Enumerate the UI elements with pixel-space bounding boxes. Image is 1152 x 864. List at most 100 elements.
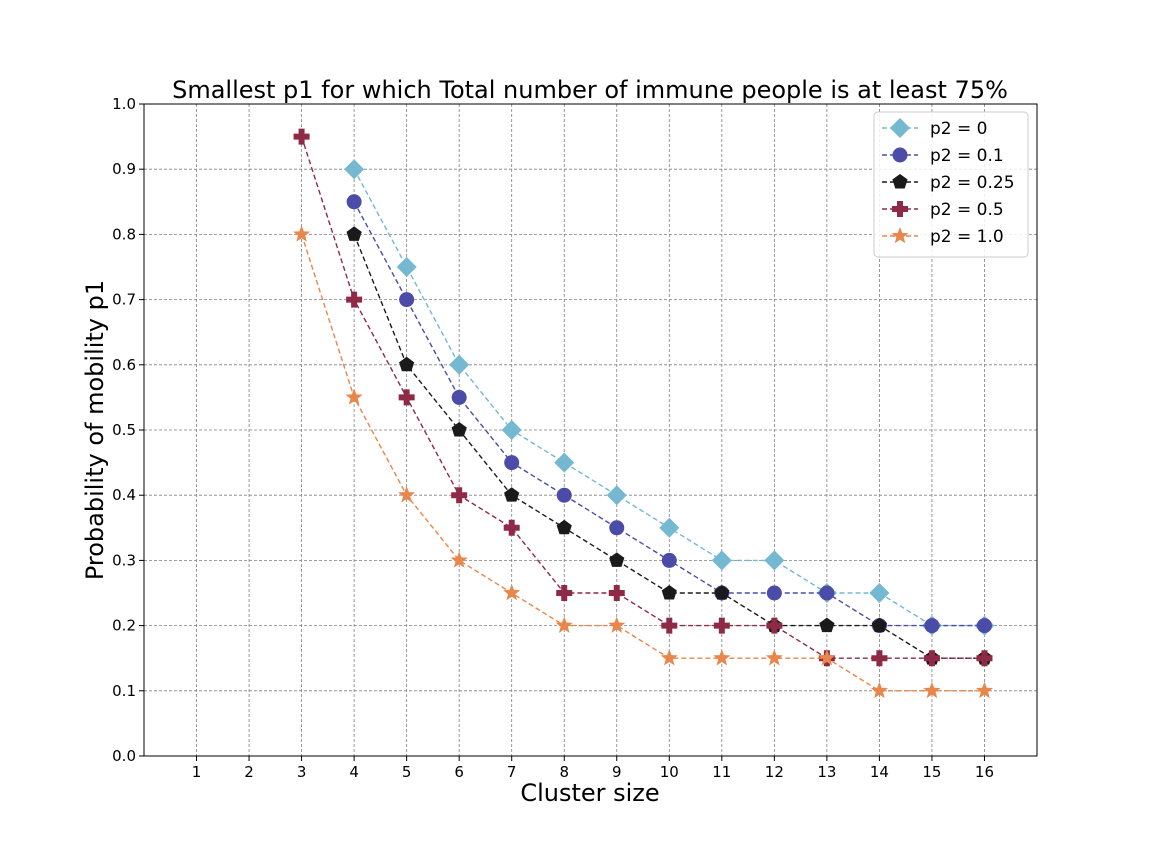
x-tick-label: 5 (402, 763, 412, 781)
chart-title: Smallest p1 for which Total number of im… (172, 76, 1008, 104)
data-point (451, 389, 467, 405)
legend-marker (892, 174, 908, 189)
data-point (764, 550, 785, 571)
y-axis-title: Probability of mobility p1 (81, 280, 109, 580)
y-tick-label: 0.6 (112, 356, 136, 374)
data-point (399, 356, 415, 372)
data-point (396, 257, 417, 277)
data-point (344, 159, 365, 180)
data-point (556, 487, 572, 503)
x-tick-label: 12 (765, 763, 784, 781)
data-point (609, 552, 625, 567)
series-line (300, 234, 985, 692)
y-tick-label: 0.4 (112, 486, 136, 504)
data-point (818, 649, 836, 666)
x-tick-label: 7 (507, 763, 517, 781)
legend-label: p2 = 0.5 (930, 200, 1004, 220)
data-point (713, 649, 731, 666)
data-point (504, 455, 520, 471)
data-point (398, 486, 416, 503)
data-point (659, 517, 680, 538)
data-point (923, 650, 940, 667)
legend-marker (890, 118, 910, 138)
x-tick-label: 2 (244, 763, 254, 781)
data-point (713, 617, 730, 634)
data-point (714, 585, 730, 600)
data-point (554, 452, 575, 473)
legend-item: p2 = 0.25 (882, 173, 1015, 193)
y-tick-label: 0.2 (112, 617, 136, 635)
x-tick-label: 15 (922, 763, 941, 781)
x-tick-label: 9 (612, 763, 622, 781)
x-tick-label: 3 (297, 763, 307, 781)
data-point (556, 519, 572, 535)
legend-label: p2 = 0.1 (930, 146, 1004, 166)
legend-marker (892, 201, 908, 217)
legend-label: p2 = 0.25 (930, 173, 1015, 193)
data-point (766, 585, 782, 601)
data-point (976, 650, 993, 667)
data-point (819, 585, 835, 601)
legend-label: p2 = 1.0 (930, 227, 1004, 247)
data-point (606, 485, 627, 506)
legend-item: p2 = 0 (882, 118, 987, 139)
x-tick-label: 1 (192, 763, 202, 781)
data-point (661, 585, 677, 600)
series-line (300, 136, 985, 659)
data-point (399, 292, 415, 308)
data-point (501, 420, 522, 440)
legend-marker (891, 227, 909, 244)
legend-label: p2 = 0 (930, 119, 987, 139)
data-point (871, 650, 888, 667)
data-point (923, 681, 941, 699)
series-group (293, 128, 995, 699)
data-point (451, 422, 467, 437)
data-point (346, 226, 362, 241)
y-tick-label: 0.0 (112, 747, 136, 765)
data-point (661, 552, 677, 568)
data-point (975, 681, 994, 699)
x-tick-label: 4 (349, 763, 359, 781)
data-point (503, 519, 520, 536)
data-point (293, 225, 311, 242)
data-point (765, 649, 783, 666)
y-tick-label: 0.7 (112, 291, 136, 309)
x-tick-label: 16 (975, 763, 994, 781)
legend-item: p2 = 0.5 (882, 200, 1004, 220)
data-point (346, 194, 362, 210)
data-point (608, 616, 626, 633)
y-tick-label: 0.8 (112, 225, 136, 243)
y-axis: 0.0 0.1 0.2 0.3 0.4 0.5 0.6 0.7 0.8 0.9 1.0 (112, 95, 144, 765)
x-axis-title: Cluster size (520, 779, 659, 807)
x-tick-label: 13 (817, 763, 836, 781)
data-point (346, 291, 363, 308)
data-point (924, 618, 940, 634)
x-tick-label: 8 (559, 763, 569, 781)
y-tick-label: 1.0 (112, 95, 136, 113)
data-point (555, 616, 573, 633)
data-point (608, 585, 625, 601)
data-point (609, 520, 625, 536)
legend: p2 = 0 p2 = 0.1 p2 = 0.25 p2 = 0.5 p2 = 1.0 (873, 111, 1029, 258)
data-point (819, 617, 835, 633)
y-tick-label: 0.9 (112, 160, 136, 178)
data-point (345, 388, 363, 405)
data-point (449, 354, 470, 375)
data-point (711, 550, 732, 571)
data-point (870, 681, 888, 699)
data-point (398, 389, 415, 406)
y-tick-label: 0.3 (112, 551, 136, 569)
legend-marker (892, 147, 908, 163)
data-point (503, 584, 521, 601)
series-5 (293, 225, 994, 699)
data-point (451, 487, 468, 504)
data-point (661, 617, 678, 634)
data-point (450, 551, 468, 568)
x-tick-label: 14 (870, 763, 889, 781)
y-tick-label: 0.5 (112, 421, 136, 439)
data-point (556, 585, 573, 601)
data-point (976, 618, 992, 634)
data-point (660, 649, 678, 666)
x-tick-label: 10 (660, 763, 679, 781)
